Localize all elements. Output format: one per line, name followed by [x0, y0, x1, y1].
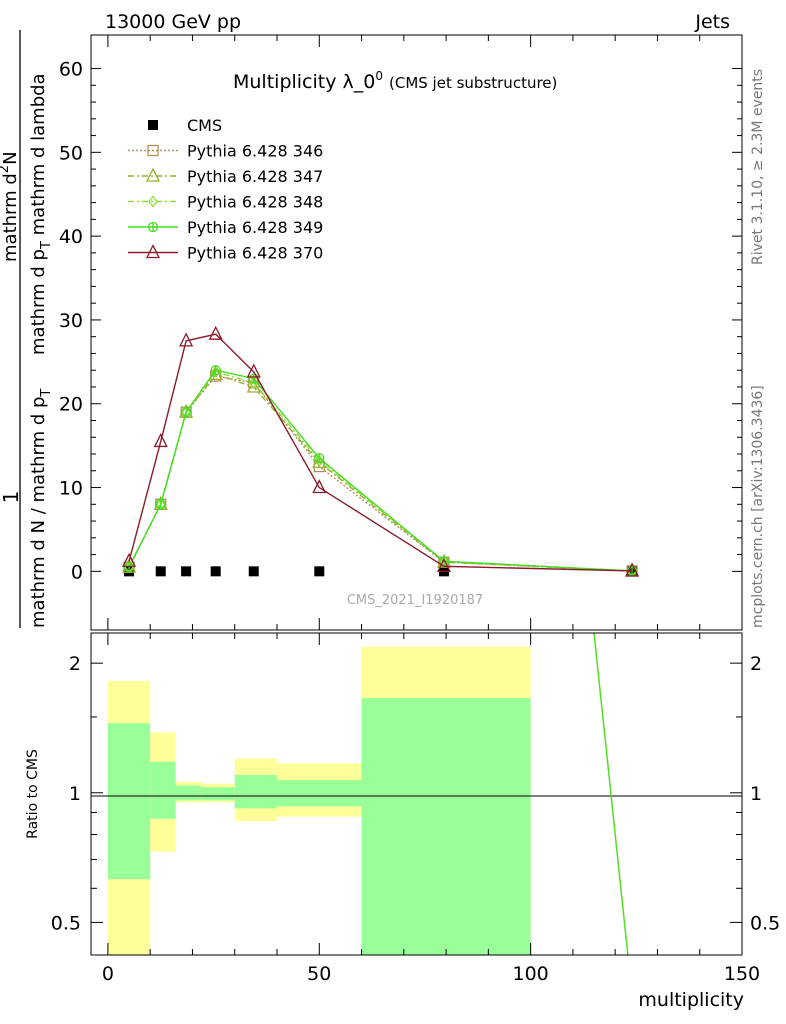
legend-item: Pythia 6.428 349 [128, 218, 323, 237]
data-point [155, 566, 166, 577]
series-line [128, 371, 633, 572]
legend-item: CMS [148, 116, 222, 135]
series-3 [124, 365, 637, 577]
data-point [314, 453, 325, 464]
data-point [210, 566, 221, 577]
main-series [121, 325, 640, 577]
ratio-band-green [175, 785, 201, 801]
data-point [210, 365, 221, 376]
ratio-band-green [150, 761, 176, 819]
data-point [155, 499, 166, 510]
legend-label: Pythia 6.428 349 [187, 218, 323, 237]
legend-item: Pythia 6.428 348 [128, 193, 323, 212]
mcplots-label: mcplots.cern.ch [arXiv:1306.3436] [750, 385, 766, 628]
legend-item: Pythia 6.428 370 [128, 244, 323, 263]
ratio-ytick-label: 1 [69, 783, 81, 805]
data-point [248, 566, 259, 577]
series-1 [123, 370, 638, 577]
series-5 [121, 325, 640, 577]
ylabel-numerator-2: mathrm d pT mathrm d lambda [28, 73, 54, 355]
ratio-ytick-label-right: 1 [750, 783, 762, 805]
main-ytick-label: 30 [59, 310, 83, 332]
main-ytick-label: 0 [71, 561, 83, 583]
data-point [181, 566, 192, 577]
x-tick-label: 100 [513, 963, 549, 985]
main-ytick-label: 20 [59, 394, 83, 416]
ratio-plot-frame [90, 632, 743, 956]
series-4 [123, 365, 638, 577]
legend-marker [145, 167, 161, 182]
legend-item: Pythia 6.428 346 [128, 142, 323, 161]
legend-label: CMS [187, 116, 222, 135]
ratio-bands [107, 647, 531, 955]
data-point [179, 332, 194, 347]
data-point [246, 378, 261, 393]
data-point [314, 454, 325, 467]
ratio-band-green [277, 780, 362, 807]
main-ytick-label: 40 [59, 226, 83, 248]
data-point [436, 557, 452, 572]
ratio-ytick-label: 2 [69, 653, 81, 675]
ratio-ylabel: Ratio to CMS [25, 749, 41, 839]
main-plot-panel: 0 10 20 30 40 50 60 Multiplicity λ_00 (CMS jet … [59, 34, 743, 631]
data-point [180, 406, 192, 418]
energy-label: 13000 GeV pp [105, 11, 241, 33]
plot-title: Multiplicity λ_00 (CMS jet substructure) [233, 69, 557, 93]
ylabel-numerator: mathrm d2N [0, 151, 21, 262]
rivet-label: Rivet 3.1.10, ≥ 2.3M events [750, 69, 766, 265]
ratio-band-green [234, 774, 277, 809]
main-ticks: 0 10 20 30 40 50 60 [59, 35, 743, 630]
series-line [128, 375, 633, 572]
legend-marker [145, 244, 161, 259]
ratio-band-green [107, 723, 151, 880]
legend-item: Pythia 6.428 347 [128, 167, 323, 186]
legend-label: Pythia 6.428 348 [187, 193, 323, 212]
ratio-ticks: 0.5 0.5 1 1 2 2 0 50 100 150 [51, 633, 780, 985]
x-tick-label: 50 [307, 963, 331, 985]
main-ytick-label: 10 [59, 478, 83, 500]
ratio-ytick-label-right: 2 [750, 653, 762, 675]
series-2 [121, 365, 640, 577]
analysis-tag: CMS_2021_I1920187 [347, 593, 483, 608]
legend-marker [148, 195, 158, 208]
main-ytick-label: 60 [59, 59, 83, 81]
x-axis-label: multiplicity [638, 989, 744, 1011]
legend-label: Pythia 6.428 347 [187, 167, 323, 186]
data-point [625, 562, 640, 577]
data-point [153, 432, 168, 448]
data-point [123, 561, 135, 573]
series-line [128, 373, 633, 572]
series-line [128, 369, 633, 572]
legend-marker [148, 120, 158, 130]
legend-marker [147, 221, 159, 233]
data-point [208, 325, 223, 340]
legend: CMS Pythia 6.428 346 Pythia 6.428 347 Pythi… [128, 116, 323, 263]
ratio-band-green [361, 698, 531, 955]
ylabel-one: 1 [0, 491, 23, 504]
ratio-band-green [200, 787, 235, 801]
category-label: Jets [694, 11, 730, 33]
data-point [246, 363, 261, 378]
legend-marker [147, 144, 159, 157]
data-point [314, 566, 325, 577]
x-tick-label: 150 [724, 963, 760, 985]
main-plot-frame [90, 34, 743, 631]
ylabel-denominator: mathrm d N / mathrm d pT [28, 389, 54, 628]
x-tick-label: 0 [102, 963, 114, 985]
ratio-ytick-label: 0.5 [51, 912, 81, 934]
legend-label: Pythia 6.428 346 [187, 142, 323, 161]
ratio-ytick-label-right: 0.5 [750, 912, 780, 934]
main-ylabel: 1 mathrm d N / mathrm d pT mathrm d2N ma… [0, 30, 54, 628]
data-point [121, 552, 137, 567]
main-ytick-label: 50 [59, 142, 83, 164]
data-point [312, 479, 327, 494]
series-line [128, 333, 633, 572]
legend-label: Pythia 6.428 370 [187, 244, 323, 263]
ratio-series-line [593, 632, 629, 956]
ratio-plot-panel: 0.5 0.5 1 1 2 2 0 50 100 150 Ratio to CMS multipl… [25, 632, 780, 1011]
